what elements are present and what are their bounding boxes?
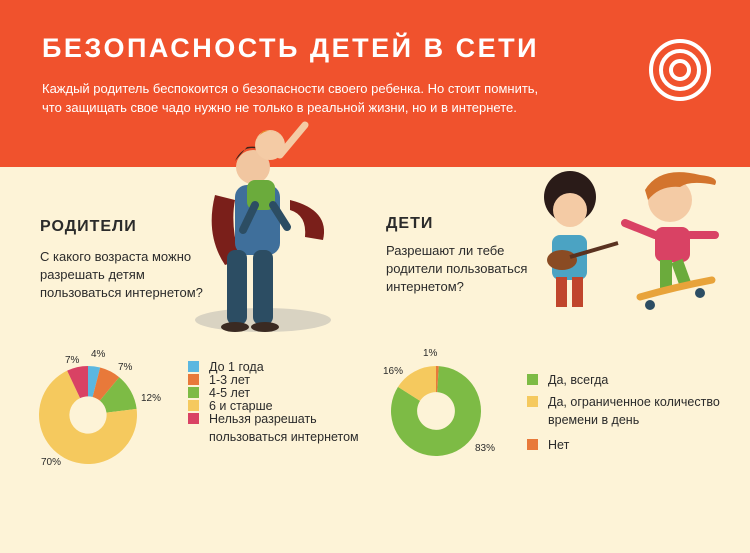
target-icon (649, 39, 711, 101)
intro-text: Каждый родитель беспокоится о безопаснос… (42, 81, 539, 115)
pie-slice (39, 370, 137, 464)
data-label: 1% (423, 348, 438, 359)
legend-swatch (188, 413, 199, 424)
data-label: 12% (141, 393, 162, 404)
children-heading: ДЕТИ (386, 215, 434, 232)
parents-question: С какого возраста можно разрешать детям … (40, 249, 203, 300)
parents-donut-chart (39, 366, 137, 464)
legend-label: 6 и старше (209, 399, 273, 413)
data-label: 83% (475, 443, 496, 454)
data-label: 70% (41, 457, 62, 468)
legend-swatch (188, 361, 199, 372)
legend-label: Нет (548, 438, 570, 452)
legend-label: 1-3 лет (209, 373, 251, 387)
header-banner (0, 0, 750, 167)
legend-label: 4-5 лет (209, 386, 251, 400)
pie-slice (67, 366, 88, 399)
pie-slice (99, 377, 137, 413)
legend-swatch (527, 396, 538, 407)
data-label: 7% (118, 362, 133, 373)
legend-label: Да, ограниченное количество времени в де… (548, 395, 720, 427)
pie-slice (391, 366, 481, 456)
parents-heading: РОДИТЕЛИ (40, 218, 137, 235)
legend-swatch (188, 400, 199, 411)
pie-slice (92, 367, 120, 401)
legend-swatch (188, 374, 199, 385)
page-title: БЕЗОПАСНОСТЬ ДЕТЕЙ В СЕТИ (42, 33, 539, 63)
children-question: Разрешают ли тебе родители пользоваться … (386, 243, 528, 294)
legend-label: Нельзя разрешать пользоваться интернетом (209, 412, 359, 444)
children-donut-chart (391, 366, 481, 456)
legend-label: Да, всегда (548, 373, 609, 387)
legend-swatch (527, 439, 538, 450)
data-label: 4% (91, 349, 106, 360)
legend-swatch (188, 387, 199, 398)
data-label: 7% (65, 355, 80, 366)
father-with-child-illustration (195, 121, 331, 332)
pie-slice (436, 366, 439, 393)
legend-swatch (527, 374, 538, 385)
pie-slice (88, 366, 101, 397)
kids-illustration (544, 171, 719, 310)
data-label: 16% (383, 366, 404, 377)
pie-slice (398, 366, 436, 401)
legend-label: До 1 года (209, 360, 264, 374)
